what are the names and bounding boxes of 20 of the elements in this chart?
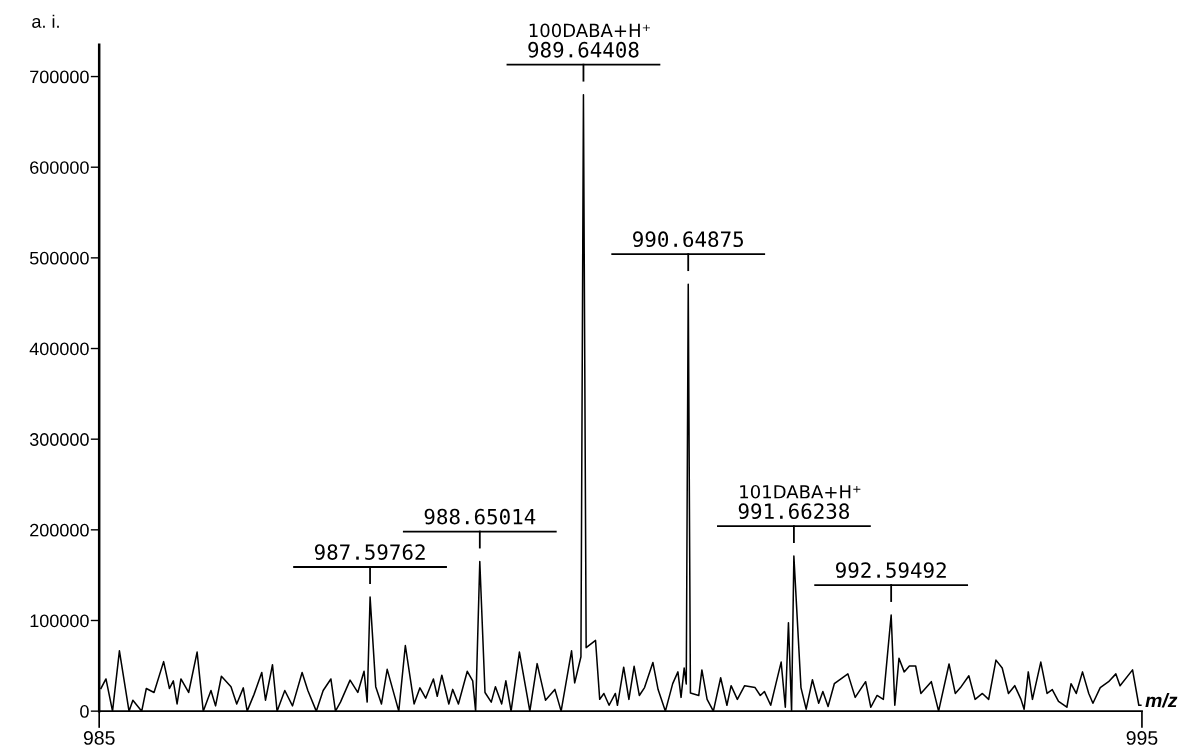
- annotation: 101DABA+H⁺: [740, 484, 861, 499]
- annotation: 987.59762: [314, 544, 425, 560]
- y-tick-label: 0: [80, 705, 89, 718]
- x-axis-title: m/z: [1145, 693, 1178, 708]
- annotation: 988.65014: [424, 508, 536, 525]
- annotation: 992.59492: [836, 562, 946, 578]
- text: 100DABA+H⁺: [529, 23, 650, 38]
- y-axis-title: a. i.: [32, 14, 59, 28]
- y-tick-label: 100000: [30, 614, 89, 628]
- y-tick-label: 500000: [29, 251, 89, 265]
- x-tick-label: 995: [1126, 731, 1158, 745]
- y-tick-label: 700000: [30, 70, 89, 84]
- y-tick-label: 300000: [29, 433, 89, 446]
- y-tick-label: 600000: [30, 161, 89, 174]
- y-tick-label: 400000: [29, 342, 89, 356]
- annotation: 989.64408: [528, 41, 639, 58]
- annotation: 991.66238: [738, 503, 850, 520]
- annotation: 990.64875: [633, 231, 743, 248]
- y-tick-label: 200000: [30, 523, 89, 537]
- x-tick-label: 985: [83, 731, 115, 745]
